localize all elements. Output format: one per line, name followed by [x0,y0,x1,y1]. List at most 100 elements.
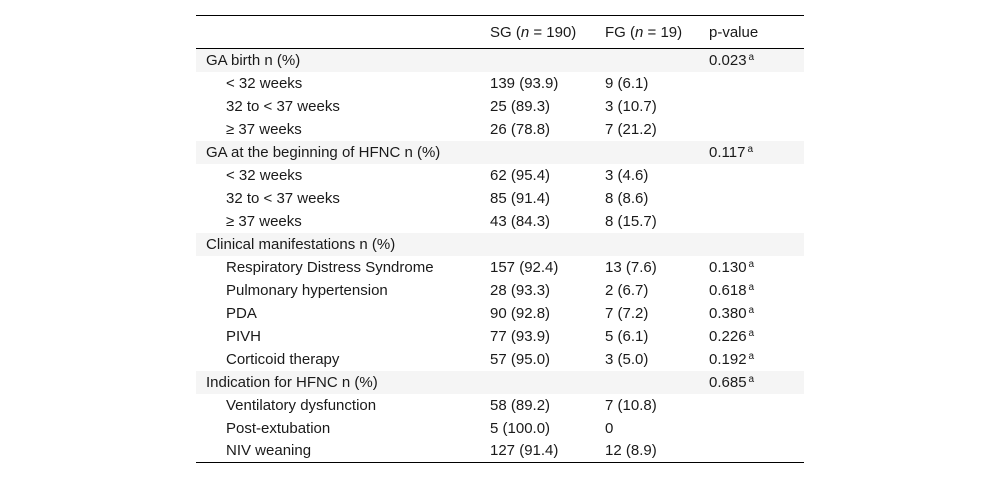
p-value-footnote-marker: a [748,281,755,293]
p-value: 0.023 [709,51,747,69]
header-sg-prefix: SG ( [490,23,521,41]
group-label: GA at the beginning of HFNC n (%) [196,140,490,164]
p-value: 0.130 [709,258,747,276]
row-label: ≥ 37 weeks [226,212,302,230]
sg-value: 90 (92.8) [490,304,551,322]
fg-value [605,48,709,72]
fg-value: 0 [605,419,614,437]
header-sg: SG (n = 190) [490,15,605,49]
row-label: 32 to < 37 weeks [226,189,340,207]
table-group-row: GA at the beginning of HFNC n (%) 0.117 a [196,140,804,164]
p-value-cell: 0.618 a [709,279,804,302]
row-label: PIVH [226,327,262,345]
p-value: 0.192 [709,350,747,368]
p-value: 0.618 [709,281,747,299]
fg-value: 9 (6.1) [605,74,649,92]
sg-value: 43 (84.3) [490,212,551,230]
fg-value: 5 (6.1) [605,327,649,345]
p-value-footnote-marker: a [748,304,755,316]
p-value-footnote-marker: a [748,258,755,270]
p-value-cell [709,417,804,440]
table-row: < 32 weeks 62 (95.4) 3 (4.6) [196,164,804,187]
fg-value: 7 (21.2) [605,120,657,138]
row-label: < 32 weeks [226,166,303,184]
fg-value: 7 (7.2) [605,304,649,322]
p-value-footnote-marker: a [747,143,753,155]
fg-value: 8 (8.6) [605,189,649,207]
row-label: Respiratory Distress Syndrome [226,258,434,276]
table-row: Ventilatory dysfunction 58 (89.2) 7 (10.8) [196,394,804,417]
header-p-value: p-value [709,15,804,49]
row-label: Ventilatory dysfunction [226,396,377,414]
group-label: Clinical manifestations n (%) [196,232,490,256]
row-label: NIV weaning [196,439,490,463]
sg-value: 139 (93.9) [490,74,559,92]
header-fg-n: n [635,23,644,41]
fg-value [605,140,709,164]
table-row: Corticoid therapy 57 (95.0) 3 (5.0) 0.192 a [196,348,804,371]
table-row: PDA 90 (92.8) 7 (7.2) 0.380 a [196,302,804,325]
sg-value: 57 (95.0) [490,350,551,368]
sg-value [490,232,605,256]
results-table: SG (n = 190) FG (n = 19) p-value GA birt… [196,15,804,463]
p-value-cell [709,118,804,141]
row-label: Corticoid therapy [226,350,340,368]
p-value-footnote-marker: a [748,327,755,339]
row-label: 32 to < 37 weeks [226,97,340,115]
row-label: Post-extubation [226,419,331,437]
sg-value: 127 (91.4) [490,439,605,463]
p-value-footnote-marker: a [748,51,755,63]
sg-value [490,140,605,164]
row-label: Pulmonary hypertension [226,281,388,299]
fg-value: 7 (10.8) [605,396,657,414]
p-value-cell [709,164,804,187]
table-header: SG (n = 190) FG (n = 19) p-value [196,15,804,49]
row-label: < 32 weeks [226,74,303,92]
p-value-cell [709,95,804,118]
row-label: PDA [226,304,257,322]
fg-value: 3 (5.0) [605,350,649,368]
sg-value [490,370,605,394]
p-value-cell: 0.226 a [709,325,804,348]
table-body: GA birth n (%) 0.023 a < 32 weeks 139 (93.9)… [196,48,804,463]
table-group-row: GA birth n (%) 0.023 a [196,48,804,72]
fg-value: 13 (7.6) [605,258,657,276]
sg-value: 28 (93.3) [490,281,551,299]
table-row: 32 to < 37 weeks 25 (89.3) 3 (10.7) [196,95,804,118]
group-label: Indication for HFNC n (%) [196,370,490,394]
p-value-cell: 0.192 a [709,348,804,371]
table-row: NIV weaning 127 (91.4) 12 (8.9) [196,439,804,463]
header-fg: FG (n = 19) [605,15,709,49]
p-value-cell [709,72,804,95]
fg-value: 8 (15.7) [605,212,657,230]
p-value-cell: 0.380 a [709,302,804,325]
results-table-container: SG (n = 190) FG (n = 19) p-value GA birt… [196,15,804,463]
header-variable [196,15,490,49]
p-value: 0.117 [709,143,746,161]
header-sg-n: n [520,23,530,41]
header-row: SG (n = 190) FG (n = 19) p-value [196,15,804,49]
sg-value: 5 (100.0) [490,419,551,437]
table-row: Pulmonary hypertension 28 (93.3) 2 (6.7) 0.… [196,279,804,302]
row-label: ≥ 37 weeks [226,120,302,138]
sg-value: 85 (91.4) [490,189,551,207]
sg-value: 77 (93.9) [490,327,551,345]
p-value-footnote-marker: a [748,350,755,362]
p-value-cell: 0.130 a [709,256,804,279]
fg-value: 2 (6.7) [605,281,649,299]
sg-value: 58 (89.2) [490,396,551,414]
sg-value: 157 (92.4) [490,258,559,276]
sg-value: 62 (95.4) [490,166,551,184]
table-row: ≥ 37 weeks 26 (78.8) 7 (21.2) [196,118,804,141]
header-fg-prefix: FG ( [605,23,635,41]
fg-value: 3 (4.6) [605,166,649,184]
table-row: PIVH 77 (93.9) 5 (6.1) 0.226 a [196,325,804,348]
p-value-cell [709,394,804,417]
sg-value: 26 (78.8) [490,120,551,138]
p-value-cell [709,439,804,463]
table-row: Respiratory Distress Syndrome 157 (92.4) 1… [196,256,804,279]
fg-value [605,232,709,256]
p-value: 0.226 [709,327,747,345]
sg-value [490,48,605,72]
header-sg-suffix: = 190) [529,23,577,41]
